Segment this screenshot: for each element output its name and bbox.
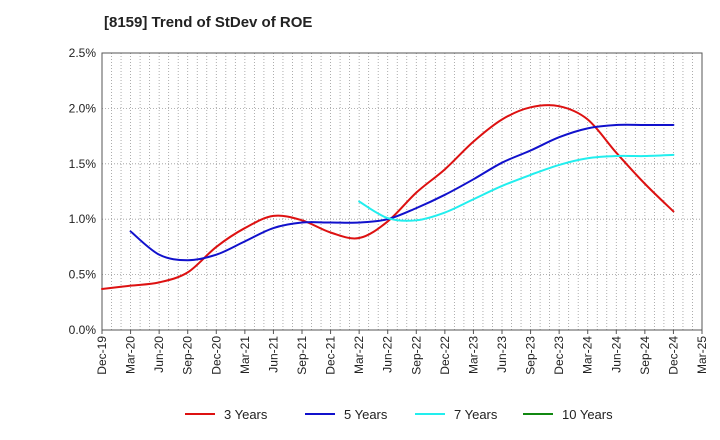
x-tick-label: Mar-21 [238, 336, 252, 374]
y-tick-label: 0.0% [69, 323, 97, 337]
legend-label-10-years: 10 Years [562, 407, 613, 422]
plot-frame [101, 52, 703, 331]
plot-area [102, 53, 702, 330]
x-tick-label: Jun-22 [381, 336, 395, 373]
y-tick-label: 2.5% [69, 46, 97, 60]
x-tick-label: Dec-23 [552, 336, 566, 375]
x-tick-label: Dec-22 [438, 336, 452, 375]
legend-label-5-years: 5 Years [344, 407, 388, 422]
x-tick-label: Jun-21 [266, 336, 280, 373]
legend-label-3-years: 3 Years [224, 407, 268, 422]
x-tick-label: Dec-20 [209, 336, 223, 375]
y-tick-label: 1.5% [69, 157, 97, 171]
y-tick-label: 0.5% [69, 268, 97, 282]
x-tick-label: Dec-24 [666, 336, 680, 375]
x-tick-label: Sep-21 [295, 336, 309, 375]
series-line-3-years [101, 104, 675, 291]
x-tick-label: Dec-19 [95, 336, 109, 375]
x-tick-label: Dec-21 [324, 336, 338, 375]
chart-title: [8159] Trend of StDev of ROE [104, 14, 313, 31]
x-tick-label: Sep-23 [524, 336, 538, 375]
x-tick-label: Jun-24 [609, 336, 623, 373]
x-tick-label: Mar-23 [466, 336, 480, 374]
x-tick-label: Mar-25 [695, 336, 709, 374]
x-tick-label: Mar-20 [124, 336, 138, 374]
series-line-7-years [358, 153, 675, 222]
x-tick-label: Jun-23 [495, 336, 509, 373]
y-tick-label: 1.0% [69, 212, 97, 226]
x-tick-label: Sep-20 [181, 336, 195, 375]
x-tick-label: Sep-24 [638, 336, 652, 375]
x-tick-label: Mar-22 [352, 336, 366, 374]
series-line-5-years [129, 123, 675, 262]
y-tick-label: 2.0% [69, 101, 97, 115]
x-tick-label: Mar-24 [581, 336, 595, 374]
legend-label-7-years: 7 Years [454, 407, 498, 422]
x-tick-label: Sep-22 [409, 336, 423, 375]
x-tick-label: Jun-20 [152, 336, 166, 373]
